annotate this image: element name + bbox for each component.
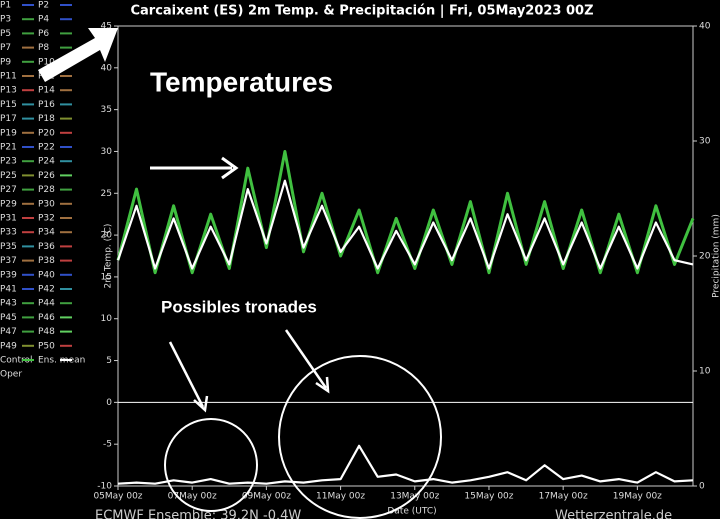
legend-label: P11 — [0, 72, 17, 82]
legend-label: P12 — [38, 72, 55, 82]
x-tick-label: 17May 00z — [539, 492, 588, 502]
legend-label: P29 — [0, 199, 17, 209]
legend-label: P43 — [0, 299, 17, 309]
x-tick-label: 19May 00z — [613, 492, 662, 502]
legend-label: P4 — [38, 15, 49, 25]
legend-label: P19 — [0, 128, 17, 138]
y-tick-label: -5 — [103, 440, 112, 450]
y2-tick-label: 10 — [699, 367, 711, 377]
legend-label: P18 — [38, 114, 55, 124]
chart-title: Carcaixent (ES) 2m Temp. & Precipitación… — [130, 4, 593, 19]
y-tick-label: 15 — [101, 272, 112, 282]
legend-label: P47 — [0, 327, 17, 337]
legend-label: P28 — [38, 185, 55, 195]
x-tick-label: 13May 00z — [390, 492, 439, 502]
x-tick-label: 05May 00z — [93, 492, 142, 502]
y-tick-label: 5 — [106, 356, 112, 366]
x-tick-label: 11May 00z — [316, 492, 365, 502]
legend-label: P42 — [38, 285, 55, 295]
legend-label: P41 — [0, 285, 17, 295]
legend-label: P14 — [38, 86, 55, 96]
legend-label: P49 — [0, 341, 17, 351]
y-tick-label: 40 — [101, 63, 113, 73]
legend-label: P39 — [0, 270, 17, 280]
y2-tick-label: 0 — [699, 482, 705, 492]
legend-label: P17 — [0, 114, 17, 124]
legend-label: P8 — [38, 43, 49, 53]
legend-label: P45 — [0, 313, 17, 323]
y-tick-label: 25 — [101, 189, 112, 199]
series-line — [116, 179, 694, 270]
legend-label: P46 — [38, 313, 55, 323]
legend-label: P44 — [38, 299, 55, 309]
annotation: Possibles tronades — [161, 297, 317, 316]
legend-label: P48 — [38, 327, 55, 337]
legend-label: P20 — [38, 128, 55, 138]
legend-label: P9 — [0, 57, 11, 67]
legend-label: P2 — [38, 1, 49, 11]
legend-label: P38 — [38, 256, 55, 266]
y-tick-label: -10 — [97, 482, 112, 492]
annotation: Temperatures — [150, 66, 333, 97]
legend-label: P3 — [0, 15, 11, 25]
x-tick-label: 09May 00z — [242, 492, 291, 502]
y2-tick-label: 40 — [699, 22, 711, 32]
x-axis-label: Date (UTC) — [387, 507, 436, 517]
y2-tick-label: 30 — [699, 137, 711, 147]
legend-label: P36 — [38, 242, 55, 252]
legend-label: P30 — [38, 199, 55, 209]
legend-label: P24 — [38, 157, 55, 167]
y-axis-label: 2m Temp. (°C) — [104, 224, 114, 289]
y-tick-label: 20 — [101, 231, 113, 241]
y-tick-label: 0 — [106, 398, 112, 408]
legend-label: P6 — [38, 29, 49, 39]
legend-label: Control — [0, 356, 33, 366]
legend-label: P22 — [38, 143, 55, 153]
legend-label: P16 — [38, 100, 55, 110]
legend-label: P31 — [0, 214, 17, 224]
legend-label: P23 — [0, 157, 17, 167]
legend-label: P34 — [38, 228, 55, 238]
footer-right: Wetterzentrale.de — [555, 509, 672, 519]
legend-label: P25 — [0, 171, 17, 181]
y-tick-label: 10 — [101, 314, 113, 324]
y-tick-label: 45 — [101, 22, 112, 32]
y2-tick-label: 20 — [699, 252, 711, 262]
legend-label: P40 — [38, 270, 55, 280]
x-tick-label: 15May 00z — [464, 492, 513, 502]
x-tick-label: 07May 00z — [168, 492, 217, 502]
legend-label: P33 — [0, 228, 17, 238]
legend-label: Oper — [0, 370, 22, 380]
y-tick-label: 30 — [101, 147, 113, 157]
legend-label: P35 — [0, 242, 17, 252]
legend-label: P15 — [0, 100, 17, 110]
footer-left: ECMWF Ensemble: 39.2N -0.4W — [95, 509, 301, 519]
legend-label: P27 — [0, 185, 17, 195]
legend-label: P1 — [0, 1, 11, 11]
series-line — [117, 444, 694, 485]
legend-label: P37 — [0, 256, 17, 266]
legend-label: P7 — [0, 43, 11, 53]
legend-label: P5 — [0, 29, 11, 39]
legend-label: P10 — [38, 57, 55, 67]
legend-label: P26 — [38, 171, 55, 181]
legend-label: P50 — [38, 341, 55, 351]
y-tick-label: 35 — [101, 105, 112, 115]
y2-axis-label: Precipitation (mm) — [712, 214, 720, 298]
legend-label: P21 — [0, 143, 17, 153]
legend-label: P13 — [0, 86, 17, 96]
legend-label: P32 — [38, 214, 55, 224]
